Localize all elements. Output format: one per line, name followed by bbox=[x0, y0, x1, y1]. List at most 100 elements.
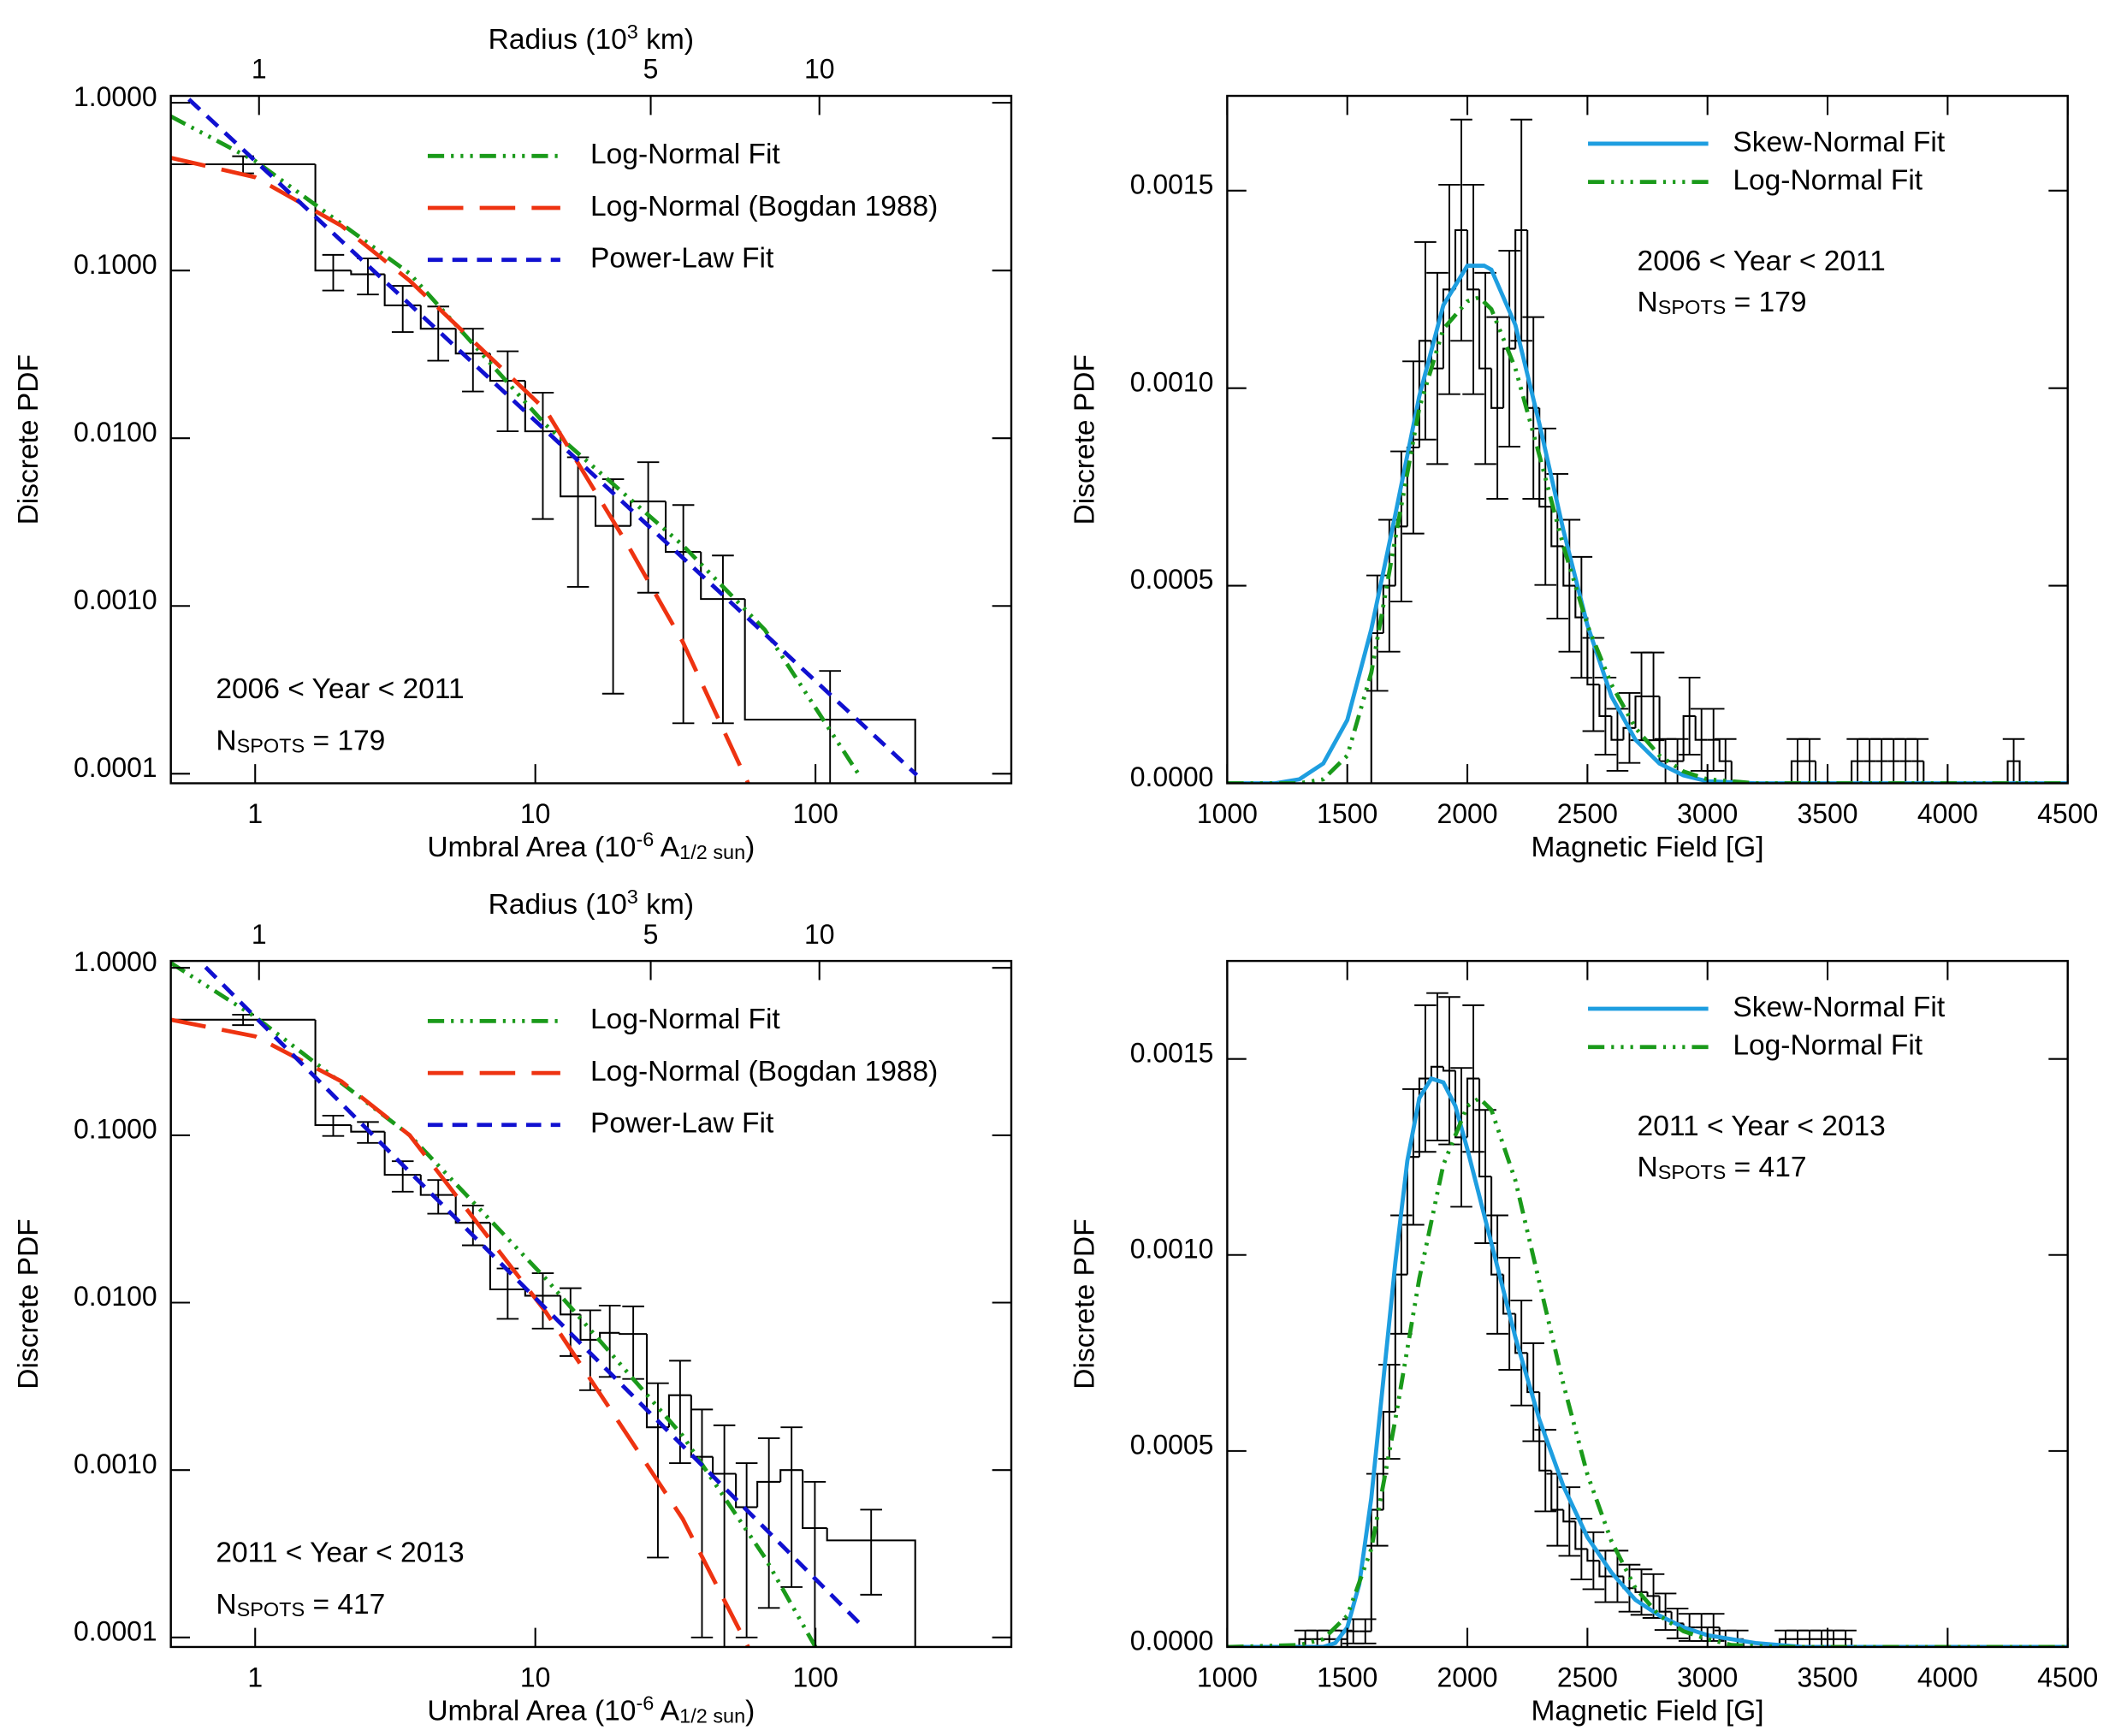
x-tick-label: 1500 bbox=[1317, 1662, 1377, 1693]
histogram-bin bbox=[1658, 1596, 1672, 1613]
y-tick-label: 0.0005 bbox=[1130, 564, 1214, 595]
x-tick-label: 10 bbox=[520, 798, 551, 829]
annotation: 2006 < Year < 2011 bbox=[1638, 246, 1886, 277]
annotation: 2011 < Year < 2013 bbox=[1638, 1111, 1886, 1142]
y-tick-label: 0.0010 bbox=[74, 1449, 157, 1479]
histogram-bin bbox=[560, 1295, 581, 1316]
x-tick-label: 3000 bbox=[1677, 798, 1738, 829]
text-part: SPOTS bbox=[1658, 1161, 1727, 1183]
error-bar bbox=[1414, 1004, 1437, 1153]
error-bar bbox=[860, 1508, 882, 1596]
y-tick-label: 1.0000 bbox=[74, 81, 157, 112]
error-bar bbox=[669, 1360, 691, 1465]
error-bar bbox=[1582, 637, 1605, 732]
histogram-bin bbox=[1574, 1521, 1588, 1550]
histogram-bin bbox=[314, 163, 352, 272]
error-bar bbox=[1462, 183, 1484, 395]
histogram-bin bbox=[667, 1394, 691, 1428]
text-part: ) bbox=[745, 832, 755, 863]
histogram-bin bbox=[170, 163, 316, 784]
text-part: = 179 bbox=[305, 725, 385, 756]
histogram-bin bbox=[419, 305, 456, 330]
error-bar bbox=[601, 478, 625, 695]
x2-tick-label: 5 bbox=[643, 919, 659, 950]
error-bar bbox=[1438, 996, 1460, 1146]
error-bar bbox=[1402, 1087, 1425, 1226]
y-tick-label: 0.0005 bbox=[1130, 1430, 1214, 1460]
error-bar bbox=[1666, 738, 1689, 784]
error-bar bbox=[531, 391, 554, 520]
histogram-bin bbox=[579, 1314, 601, 1341]
fit-curve bbox=[170, 961, 818, 1647]
histogram-bin bbox=[1550, 1470, 1564, 1511]
histogram-bin bbox=[1382, 584, 1395, 634]
fit-curve bbox=[1227, 1075, 2068, 1647]
plot-frame bbox=[169, 959, 1013, 1649]
error-bar bbox=[1450, 1067, 1472, 1208]
error-bar bbox=[1534, 1429, 1557, 1513]
error-bar bbox=[1450, 118, 1472, 342]
fit-curve bbox=[1227, 264, 2068, 784]
plot-area bbox=[170, 961, 916, 1647]
histogram-bin bbox=[1478, 289, 1492, 370]
histogram-bin bbox=[489, 1223, 525, 1291]
histogram-bin bbox=[1514, 1313, 1528, 1354]
error-bar bbox=[1618, 1563, 1641, 1613]
histogram-bin bbox=[1634, 1588, 1648, 1593]
y-tick-label: 1.0000 bbox=[74, 946, 157, 977]
error-bar bbox=[690, 1408, 714, 1638]
x-tick-label: 2000 bbox=[1437, 798, 1498, 829]
y-tick-label: 0.1000 bbox=[74, 1114, 157, 1145]
error-bar bbox=[1414, 240, 1437, 441]
y-tick-label: 0.1000 bbox=[74, 249, 157, 280]
y-tick-label: 0.0010 bbox=[1130, 1233, 1214, 1264]
y-tick-label: 0.0100 bbox=[74, 1281, 157, 1312]
text-part: 1/2 sun bbox=[679, 1705, 745, 1727]
histogram-bin bbox=[700, 552, 745, 601]
text-part: A bbox=[654, 1695, 679, 1727]
error-bar bbox=[1654, 1592, 1677, 1631]
text-part: 2011 < Year < 2013 bbox=[1638, 1111, 1886, 1142]
text-part: SPOTS bbox=[1658, 296, 1727, 318]
annotation: 2011 < Year < 2013 bbox=[216, 1537, 464, 1568]
plot-area bbox=[1227, 118, 2068, 784]
error-bar bbox=[1486, 316, 1508, 500]
text-part: Umbral Area (10 bbox=[427, 832, 636, 863]
histogram-bin bbox=[1851, 760, 1864, 784]
y-tick-label: 0.0000 bbox=[1130, 1626, 1214, 1656]
y-axis-label: Discrete PDF bbox=[13, 1218, 44, 1389]
x-tick-label: 1000 bbox=[1197, 1662, 1258, 1693]
error-bar bbox=[322, 1114, 345, 1137]
x-tick-label: 10 bbox=[520, 1662, 551, 1693]
histogram-bin bbox=[1298, 1638, 1312, 1647]
y-tick-label: 0.0015 bbox=[1130, 1037, 1214, 1068]
x-tick-label: 3500 bbox=[1798, 798, 1858, 829]
x2-tick-label: 10 bbox=[804, 54, 835, 85]
error-bar bbox=[757, 1437, 780, 1609]
histogram-bin bbox=[1478, 1078, 1492, 1178]
text-part: = 417 bbox=[305, 1589, 385, 1620]
histogram-bin bbox=[1562, 546, 1576, 587]
x-tick-label: 100 bbox=[792, 1662, 838, 1693]
plot-frame bbox=[169, 94, 1013, 785]
text-part: = 179 bbox=[1726, 287, 1806, 318]
x-tick-label: 2500 bbox=[1557, 798, 1618, 829]
x-tick-label: 100 bbox=[792, 798, 838, 829]
histogram-bin bbox=[454, 329, 490, 355]
text-part: N bbox=[216, 1589, 236, 1620]
histogram-bin bbox=[1622, 726, 1636, 740]
legend-label: Log-Normal (Bogdan 1988) bbox=[590, 1056, 938, 1087]
histogram-bin bbox=[1538, 407, 1552, 508]
plot-frame bbox=[1226, 94, 2069, 785]
error-bar bbox=[780, 1426, 803, 1588]
x2-axis-label: Radius (103 km) bbox=[489, 886, 694, 921]
histogram-bin bbox=[1394, 525, 1407, 586]
x-axis-label: Magnetic Field [G] bbox=[1531, 1695, 1763, 1727]
histogram-bin bbox=[1718, 739, 1732, 762]
error-bar bbox=[1702, 708, 1725, 772]
histogram-bin bbox=[1586, 617, 1600, 686]
x-tick-label: 1500 bbox=[1317, 798, 1377, 829]
histogram-bin bbox=[802, 1470, 827, 1530]
error-bar bbox=[1678, 676, 1701, 755]
annotation: NSPOTS = 417 bbox=[216, 1589, 385, 1620]
